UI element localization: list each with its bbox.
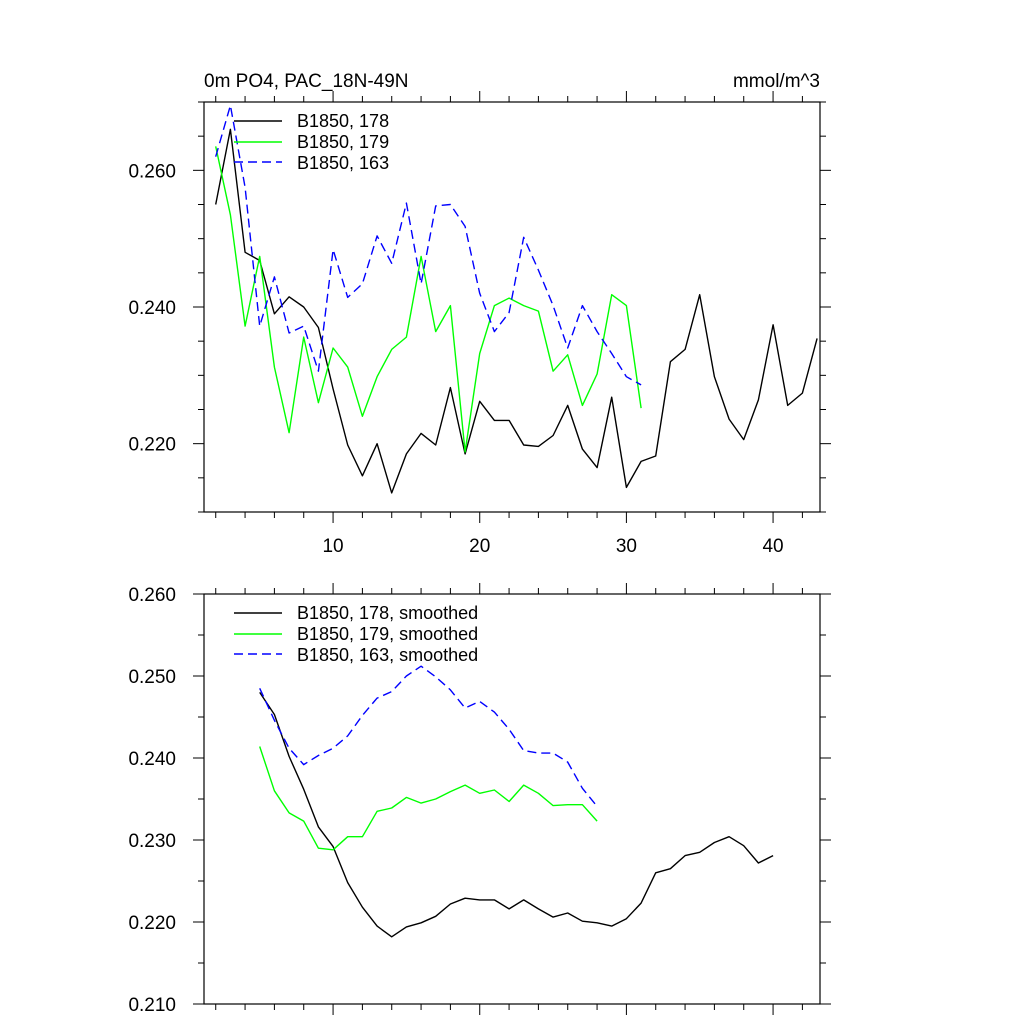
axis-ticks (193, 91, 831, 523)
x-tick-label: 30 (616, 536, 637, 557)
legend-label-163: B1850, 163 (297, 153, 389, 173)
y-tick-label: 0.250 (128, 667, 176, 688)
series-layer (259, 665, 774, 938)
series-line-b1850-179 (215, 146, 642, 453)
legend: B1850, 178 B1850, 179 B1850, 163 (234, 111, 389, 173)
panel-bottom: 0.210 0.220 0.230 0.240 0.250 0.260 B1850, 17… (128, 583, 831, 1016)
y-tick-label: 0.210 (128, 995, 176, 1016)
legend-label-178: B1850, 178 (297, 111, 389, 131)
y-tick-label: 0.240 (128, 298, 176, 319)
legend-label-179-smoothed: B1850, 179, smoothed (297, 624, 478, 644)
series-line-b1850-179-smoothed (259, 746, 598, 851)
series-line-b1850-163-smoothed (259, 665, 598, 807)
legend-label-179: B1850, 179 (297, 132, 389, 152)
series-layer (215, 104, 818, 494)
y-tick-label: 0.240 (128, 749, 176, 770)
series-line-b1850-178-smoothed (259, 692, 774, 938)
y-tick-label: 0.230 (128, 831, 176, 852)
axis-ticks (193, 583, 831, 1015)
series-line-b1850-163 (215, 104, 642, 386)
tick-labels: 10 20 30 40 0.220 0.240 0.260 (128, 161, 783, 557)
tick-labels: 0.210 0.220 0.230 0.240 0.250 0.260 (128, 585, 176, 1016)
x-tick-label: 20 (469, 536, 490, 557)
legend: B1850, 178, smoothed B1850, 179, smoothe… (234, 603, 478, 665)
y-tick-label: 0.220 (128, 435, 176, 456)
legend-label-163-smoothed: B1850, 163, smoothed (297, 645, 478, 665)
y-tick-label: 0.260 (128, 585, 176, 606)
x-tick-label: 40 (762, 536, 783, 557)
panel-top: 0m PO4, PAC_18N-49N mmol/m^3 10 20 30 40 0.2… (128, 71, 831, 557)
x-tick-label: 10 (322, 536, 343, 557)
legend-label-178-smoothed: B1850, 178, smoothed (297, 603, 478, 623)
y-tick-label: 0.220 (128, 913, 176, 934)
chart-title: 0m PO4, PAC_18N-49N (204, 71, 409, 92)
y-tick-label: 0.260 (128, 161, 176, 182)
series-line-b1850-178 (215, 128, 818, 494)
units-label: mmol/m^3 (733, 71, 820, 92)
